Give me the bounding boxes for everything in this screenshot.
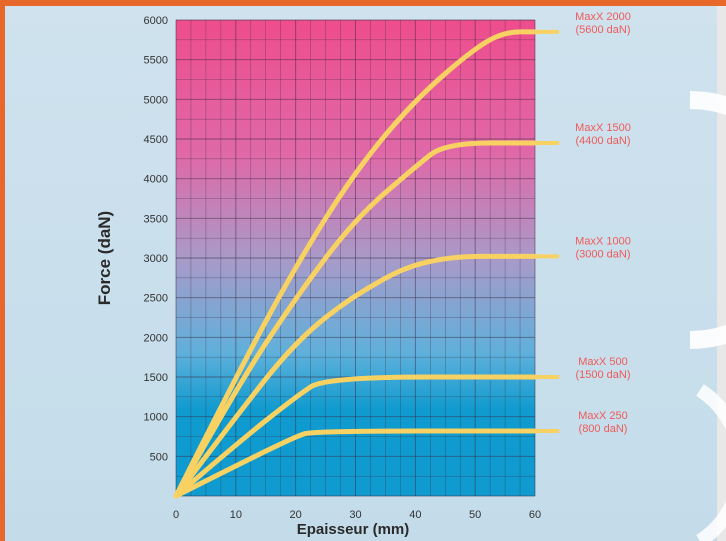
x-axis-title: Epaisseur (mm) bbox=[297, 521, 410, 538]
series-labels: MaxX 2000(5600 daN) MaxX 1500(4400 daN) Ma… bbox=[575, 11, 631, 435]
series-max-label: (4400 daN) bbox=[575, 135, 630, 147]
series-line-4 bbox=[173, 428, 538, 499]
y-tick-label: 6000 bbox=[144, 15, 168, 27]
y-tick-label: 1500 bbox=[144, 372, 168, 384]
series-line-1 bbox=[173, 140, 538, 499]
series-max-label: (3000 daN) bbox=[575, 248, 630, 260]
y-tick-label: 3500 bbox=[144, 213, 168, 225]
x-tick-label: 0 bbox=[173, 509, 179, 521]
series-name-label: MaxX 250 bbox=[578, 410, 628, 422]
y-axis-title: Force (daN) bbox=[95, 211, 114, 305]
series-name-label: MaxX 1000 bbox=[575, 235, 631, 247]
series-name-label: MaxX 500 bbox=[578, 356, 628, 368]
y-tick-label: 1000 bbox=[144, 412, 168, 424]
y-tick-label: 5000 bbox=[144, 94, 168, 106]
top-accent-bar bbox=[0, 0, 726, 6]
series-line-3 bbox=[173, 374, 538, 499]
x-tick-label: 10 bbox=[230, 509, 242, 521]
x-tick-label: 30 bbox=[349, 509, 361, 521]
series-name-label: MaxX 2000 bbox=[575, 11, 631, 23]
y-axis-ticks: 500 1000 1500 2000 2500 3000 3500 4000 4500 5000 5… bbox=[144, 15, 168, 463]
series-lines bbox=[173, 29, 559, 499]
decorative-arcs bbox=[689, 91, 726, 541]
series-max-label: (1500 daN) bbox=[575, 369, 630, 381]
x-tick-label: 60 bbox=[529, 509, 541, 521]
y-tick-label: 2000 bbox=[144, 332, 168, 344]
right-edge-strip bbox=[717, 6, 726, 541]
y-tick-label: 4000 bbox=[144, 174, 168, 186]
y-tick-label: 4500 bbox=[144, 134, 168, 146]
x-tick-label: 20 bbox=[290, 509, 302, 521]
series-max-label: (5600 daN) bbox=[575, 24, 630, 36]
left-accent-bar bbox=[0, 6, 5, 541]
y-tick-label: 2500 bbox=[144, 293, 168, 305]
series-name-label: MaxX 1500 bbox=[575, 122, 631, 134]
series-line-2 bbox=[173, 253, 538, 499]
y-tick-label: 3000 bbox=[144, 253, 168, 265]
x-tick-label: 50 bbox=[469, 509, 481, 521]
y-tick-label: 5500 bbox=[144, 55, 168, 67]
series-max-label: (800 daN) bbox=[579, 423, 628, 435]
x-tick-label: 40 bbox=[409, 509, 421, 521]
series-line-0 bbox=[173, 29, 538, 499]
x-axis-ticks: 0 10 20 30 40 50 60 bbox=[173, 509, 541, 521]
y-tick-label: 500 bbox=[150, 451, 168, 463]
